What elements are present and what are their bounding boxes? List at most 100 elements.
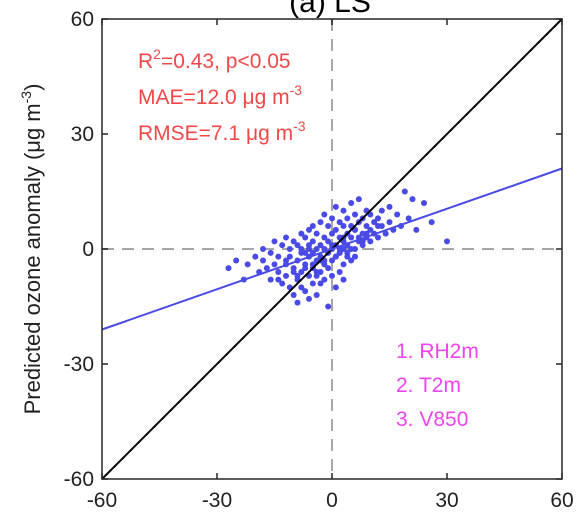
data-point: [275, 276, 282, 283]
data-point: [340, 276, 347, 283]
r2-prefix: R: [138, 50, 153, 73]
r2-sup: 2: [153, 46, 161, 62]
data-point: [302, 265, 309, 272]
data-point: [306, 226, 312, 233]
data-point: [329, 230, 335, 237]
y-tick-label: 0: [82, 238, 94, 261]
mae-text: MAE=12.0 μg m: [138, 86, 290, 109]
predictor-2: 2. T2m: [396, 374, 461, 397]
x-tick-label: 0: [326, 489, 338, 512]
data-point: [332, 226, 339, 233]
data-point: [332, 284, 339, 291]
data-point: [421, 200, 427, 206]
data-point: [309, 238, 316, 245]
data-point: [344, 215, 351, 222]
r2-stat: R2=0.43, p<0.05: [138, 46, 291, 73]
y-tick-label: -60: [64, 468, 94, 491]
data-point: [267, 276, 274, 283]
x-tick-label: -30: [202, 489, 232, 512]
data-point: [306, 295, 312, 302]
data-point: [409, 196, 416, 203]
y-tick-label: 60: [71, 8, 94, 31]
data-point: [375, 234, 381, 241]
regression-line: [101, 167, 563, 331]
data-point: [321, 211, 328, 218]
data-point: [352, 211, 358, 218]
data-point: [298, 269, 305, 275]
predictor-1: 1. RH2m: [396, 340, 479, 363]
data-point: [279, 242, 286, 249]
data-point: [279, 280, 286, 287]
data-point: [233, 257, 240, 264]
data-point: [317, 242, 324, 249]
data-point: [371, 219, 378, 226]
data-point: [252, 253, 259, 260]
r2-rest: =0.43, p<0.05: [161, 50, 291, 73]
data-point: [294, 272, 301, 279]
data-point: [260, 246, 266, 252]
data-point: [286, 246, 293, 252]
data-point: [325, 303, 332, 310]
data-point: [271, 261, 278, 268]
x-tick-label: 60: [550, 489, 573, 512]
rmse-stat: RMSE=7.1 μg m-3: [138, 118, 306, 145]
data-point: [317, 280, 324, 287]
data-point: [386, 203, 393, 210]
data-point: [275, 253, 282, 260]
data-point: [348, 246, 355, 252]
data-point: [405, 215, 412, 222]
data-point: [444, 238, 450, 245]
y-tick-label: -30: [64, 353, 94, 376]
data-point: [313, 246, 320, 252]
data-point: [290, 269, 297, 275]
data-point: [283, 257, 289, 264]
data-point: [332, 253, 339, 260]
data-point: [298, 230, 305, 237]
data-point: [321, 234, 328, 241]
data-point: [394, 211, 401, 218]
data-point: [329, 215, 335, 222]
data-point: [309, 223, 316, 229]
data-point: [225, 265, 232, 272]
data-point: [283, 272, 289, 279]
data-point: [363, 223, 370, 229]
data-point: [336, 219, 343, 226]
data-point: [348, 234, 355, 241]
data-point: [375, 223, 381, 229]
rmse-sup: -3: [293, 118, 306, 134]
data-point: [298, 284, 305, 291]
data-point: [375, 215, 381, 222]
data-point: [263, 265, 270, 272]
data-point: [332, 203, 339, 210]
chart-title: (a) LS: [289, 0, 371, 19]
data-point: [348, 257, 355, 264]
data-point: [302, 234, 309, 241]
data-point: [329, 257, 335, 264]
data-point: [382, 230, 389, 237]
data-point: [313, 230, 320, 237]
data-point: [267, 249, 274, 256]
y-axis-title: Predicted ozone anomaly (μg m-3): [18, 84, 45, 415]
data-point: [386, 219, 393, 226]
x-tick-label: -60: [87, 489, 117, 512]
data-point: [336, 269, 343, 275]
data-point: [352, 253, 358, 260]
data-point: [306, 242, 312, 249]
data-point: [286, 253, 293, 260]
data-point: [317, 219, 324, 226]
data-point: [336, 249, 343, 256]
data-point: [367, 226, 374, 233]
y-tick-label: 30: [71, 123, 94, 146]
data-point: [294, 299, 301, 306]
mae-stat: MAE=12.0 μg m-3: [138, 82, 302, 109]
data-point: [298, 249, 305, 256]
y-axis-title-close: ): [20, 84, 45, 91]
y-axis-title-sup: -3: [18, 91, 34, 104]
data-point: [321, 276, 328, 283]
data-point: [313, 269, 320, 275]
data-point: [302, 288, 309, 295]
data-point: [325, 265, 332, 272]
data-point: [244, 261, 251, 268]
y-axis-title-main: Predicted ozone anomaly (μg m: [20, 103, 45, 414]
